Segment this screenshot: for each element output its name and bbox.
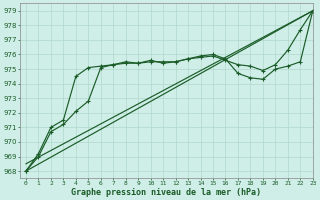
X-axis label: Graphe pression niveau de la mer (hPa): Graphe pression niveau de la mer (hPa) xyxy=(71,188,261,197)
